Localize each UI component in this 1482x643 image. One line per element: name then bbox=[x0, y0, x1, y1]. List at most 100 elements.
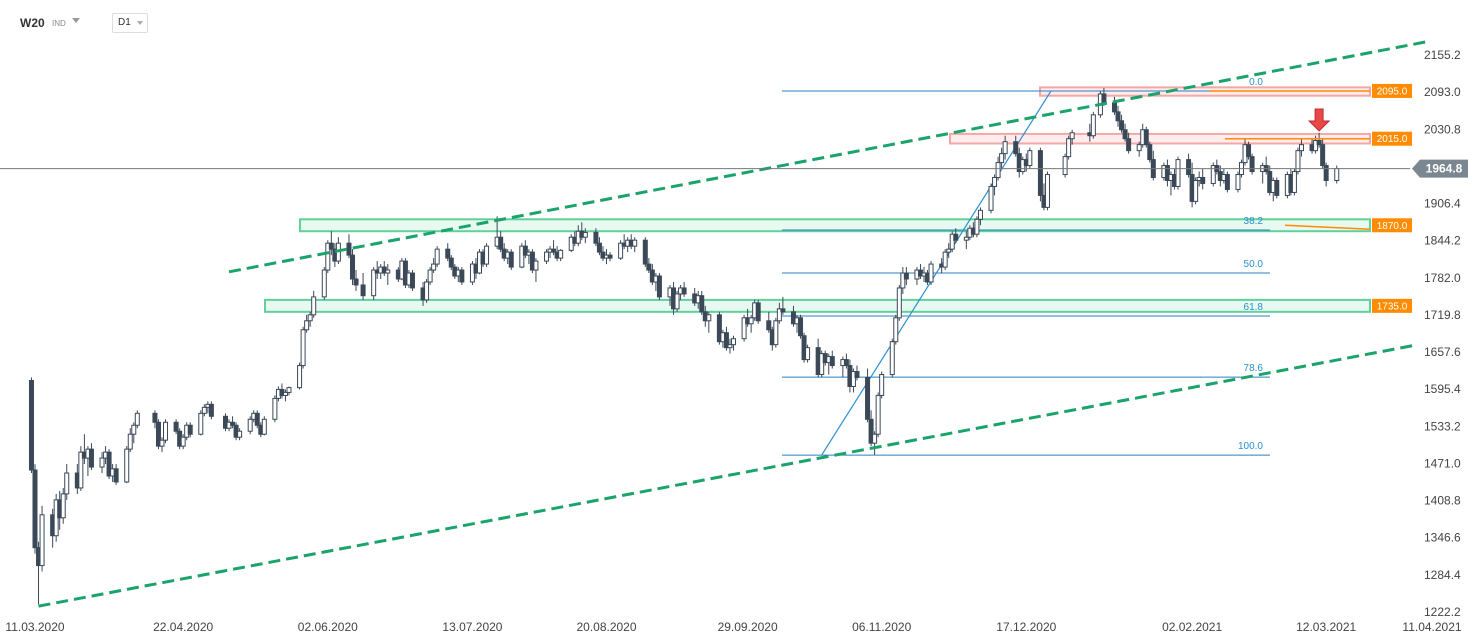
fib-level-label: 0.0 bbox=[1249, 77, 1263, 88]
candle bbox=[551, 248, 557, 253]
x-tick-label: 02.02.2021 bbox=[1162, 620, 1222, 634]
x-axis: 11.03.2020 22.04.2020 02.06.2020 13.07.2020… bbox=[5, 620, 1461, 634]
y-tick-label: 1844.2 bbox=[1424, 234, 1461, 248]
fib-level-label: 50.0 bbox=[1244, 259, 1264, 270]
candle bbox=[307, 314, 313, 322]
candle bbox=[723, 332, 729, 349]
candle bbox=[903, 272, 909, 280]
candle bbox=[360, 284, 366, 297]
candle bbox=[1313, 139, 1319, 152]
candle bbox=[230, 421, 236, 426]
candle bbox=[163, 421, 169, 441]
candle bbox=[187, 424, 193, 435]
x-tick-label: 12.03.2021 bbox=[1296, 620, 1356, 634]
candle bbox=[977, 209, 983, 220]
candle bbox=[1112, 102, 1117, 113]
candle bbox=[731, 338, 736, 346]
y-tick-label: 1595.4 bbox=[1424, 382, 1461, 396]
y-tick-label: 1471.0 bbox=[1424, 456, 1461, 470]
x-tick-label: 29.09.2020 bbox=[718, 620, 778, 634]
candle bbox=[889, 341, 895, 376]
candle bbox=[593, 231, 599, 244]
candle bbox=[1069, 132, 1075, 140]
candle bbox=[988, 185, 994, 211]
candle bbox=[1320, 144, 1326, 167]
candle bbox=[522, 245, 528, 256]
candle bbox=[152, 412, 158, 423]
fib-level-label: 78.6 bbox=[1244, 363, 1264, 374]
candle bbox=[699, 295, 705, 313]
candle bbox=[1066, 138, 1072, 158]
symbol-dropdown-icon[interactable] bbox=[72, 18, 80, 23]
candle bbox=[127, 433, 133, 450]
candle bbox=[519, 245, 525, 268]
candle bbox=[247, 418, 253, 432]
level-badge-label: 2015.0 bbox=[1377, 134, 1408, 145]
y-tick-label: 2030.8 bbox=[1424, 122, 1461, 136]
x-tick-label: 06.11.2020 bbox=[852, 620, 911, 634]
candle bbox=[508, 251, 514, 268]
candle bbox=[642, 239, 648, 265]
candle bbox=[297, 365, 303, 389]
candle bbox=[272, 397, 278, 420]
level-badge bbox=[1372, 218, 1412, 233]
y-tick-label: 1657.6 bbox=[1424, 345, 1461, 359]
candle bbox=[865, 376, 871, 420]
candle bbox=[88, 448, 94, 468]
candle bbox=[32, 469, 38, 549]
candle bbox=[1143, 129, 1149, 146]
candle bbox=[99, 457, 105, 468]
candle bbox=[353, 278, 359, 286]
candle bbox=[755, 302, 761, 322]
down-arrow-icon bbox=[1307, 108, 1331, 132]
candle bbox=[995, 162, 1001, 179]
candle bbox=[1291, 171, 1297, 193]
candle bbox=[159, 439, 165, 447]
candle bbox=[1126, 138, 1132, 152]
x-tick-label: 17.12.2020 bbox=[996, 620, 1056, 634]
candle bbox=[1002, 141, 1008, 155]
candle bbox=[1090, 114, 1096, 137]
candle bbox=[1224, 174, 1230, 190]
candle bbox=[780, 308, 786, 313]
current-price-label: 1964.8 bbox=[1426, 162, 1463, 176]
x-tick-label: 02.06.2020 bbox=[298, 620, 358, 634]
fib-level-label: 61.8 bbox=[1244, 302, 1264, 313]
candle bbox=[893, 317, 899, 343]
candle bbox=[674, 293, 680, 310]
candle bbox=[448, 257, 454, 268]
candle bbox=[946, 248, 952, 253]
candle bbox=[1119, 120, 1125, 131]
candle bbox=[896, 287, 902, 319]
y-axis: 2155.2 2093.0 2030.8 1906.4 1844.2 1782.0 1719… bbox=[1412, 48, 1468, 619]
candle bbox=[716, 314, 722, 343]
candle bbox=[445, 248, 451, 259]
symbol-type: IND bbox=[52, 19, 66, 28]
candle bbox=[346, 242, 352, 256]
level-line bbox=[1284, 224, 1371, 231]
current-price-tag bbox=[1412, 159, 1468, 178]
candle bbox=[282, 391, 288, 396]
y-tick-label: 1284.4 bbox=[1424, 568, 1461, 582]
candle bbox=[311, 296, 317, 316]
candle bbox=[1164, 165, 1170, 181]
candle bbox=[155, 421, 161, 447]
candle bbox=[1186, 159, 1192, 176]
candle bbox=[656, 275, 662, 298]
candle bbox=[868, 418, 874, 444]
candle bbox=[1147, 144, 1153, 161]
candle bbox=[60, 493, 66, 519]
chevron-down-icon bbox=[137, 21, 143, 25]
candle bbox=[1246, 144, 1252, 158]
candle bbox=[854, 371, 860, 378]
candle bbox=[533, 260, 539, 271]
candle bbox=[113, 468, 119, 483]
timeframe-select[interactable]: D1 bbox=[112, 13, 148, 33]
x-tick-label: 13.07.2020 bbox=[442, 620, 502, 634]
fib-level-label: 100.0 bbox=[1238, 441, 1263, 452]
symbol-name[interactable]: W20 bbox=[20, 16, 45, 30]
candle bbox=[484, 245, 490, 265]
candle bbox=[261, 418, 267, 435]
candle bbox=[208, 403, 214, 417]
